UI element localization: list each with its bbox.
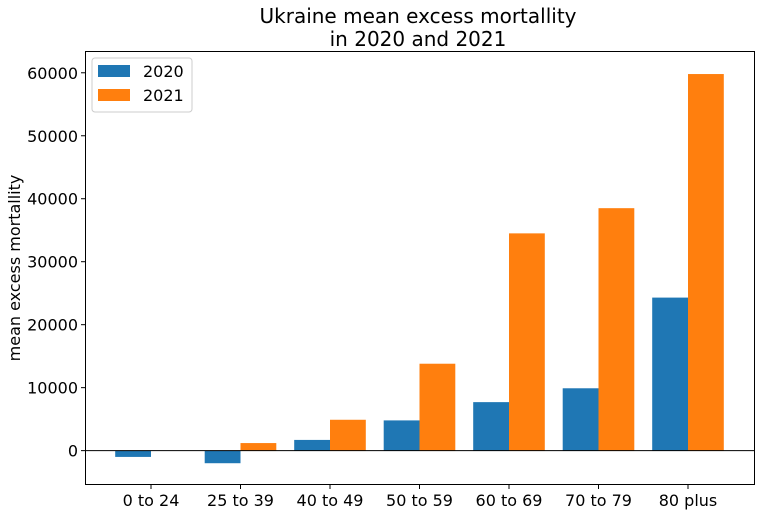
y-tick-label-30000: 30000 (27, 253, 78, 272)
y-tick-label-50000: 50000 (27, 127, 78, 146)
x-tick-label-3: 50 to 59 (386, 491, 453, 510)
bar-2020-3 (383, 420, 420, 451)
bar-2020-0 (115, 450, 151, 457)
y-tick-label-40000: 40000 (27, 190, 78, 209)
bar-2020-1 (204, 450, 241, 464)
x-tick-label-0: 0 to 24 (123, 491, 180, 510)
bar-2020-2 (294, 439, 330, 451)
bar-2020-4 (473, 402, 509, 451)
legend-label-2020: 2020 (143, 62, 184, 81)
x-tick-label-2: 40 to 49 (297, 491, 364, 510)
chart-title-line-1: Ukraine mean excess mortallity (260, 4, 577, 28)
bar-2021-6 (688, 74, 724, 451)
x-tick-label-6: 80 plus (659, 491, 718, 510)
x-tick-label-5: 70 to 79 (565, 491, 632, 510)
bar-2021-4 (509, 233, 545, 451)
y-tick-label-0: 0 (68, 442, 78, 461)
bar-2021-1 (240, 443, 277, 451)
bar-2021-2 (330, 419, 366, 451)
y-ticks-group: 0 10000 20000 30000 40000 50000 60000 (27, 64, 86, 461)
legend-swatch-2021 (98, 89, 130, 101)
bar-2021-3 (419, 363, 456, 451)
legend-label-2021: 2021 (143, 86, 184, 105)
x-tick-label-4: 60 to 69 (476, 491, 543, 510)
y-tick-label-20000: 20000 (27, 316, 78, 335)
bars-group (115, 74, 724, 464)
legend-swatch-2020 (98, 65, 130, 77)
x-ticks-group: 0 to 24 25 to 39 40 to 49 50 to 59 60 to 69 7… (123, 484, 718, 510)
y-tick-label-10000: 10000 (27, 379, 78, 398)
legend: 2020 2021 (91, 57, 193, 113)
bar-2020-6 (652, 297, 688, 451)
bar-2020-5 (562, 388, 599, 451)
bar-2021-5 (598, 208, 635, 451)
y-axis-label: mean excess mortallity (5, 175, 24, 362)
x-tick-label-1: 25 to 39 (207, 491, 274, 510)
y-tick-label-60000: 60000 (27, 64, 78, 83)
chart-title-line-2: in 2020 and 2021 (330, 27, 507, 51)
plot-frame (85, 51, 755, 485)
